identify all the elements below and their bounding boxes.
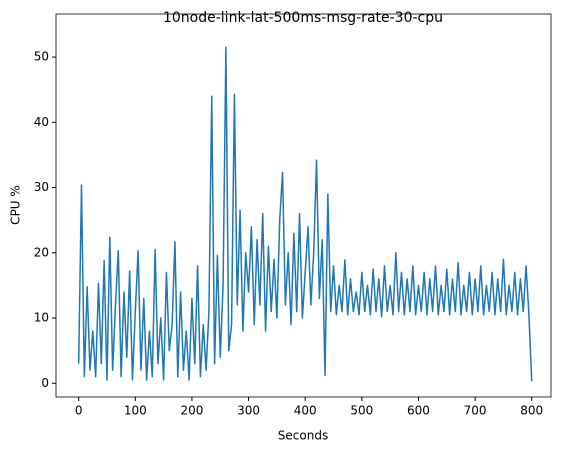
x-tick-label: 400: [294, 404, 317, 418]
x-tick-label: 300: [237, 404, 260, 418]
x-tick-label: 500: [350, 404, 373, 418]
x-tick-label: 600: [407, 404, 430, 418]
data-line: [77, 46, 533, 382]
x-tick-label: 800: [520, 404, 543, 418]
x-tick-label: 0: [75, 404, 83, 418]
plot-frame: [55, 13, 552, 398]
y-tick-label: 0: [41, 376, 49, 390]
x-tick-label: 200: [180, 404, 203, 418]
chart-title: 10node-link-lat-500ms-msg-rate-30-cpu: [163, 10, 443, 26]
y-tick-label: 10: [34, 311, 49, 325]
x-tick-label: 700: [464, 404, 487, 418]
y-tick-label: 30: [34, 180, 49, 194]
y-tick-label: 40: [34, 115, 49, 129]
x-tick-label: 100: [124, 404, 147, 418]
y-axis-label: CPU %: [9, 185, 23, 225]
y-tick-label: 20: [34, 245, 49, 259]
x-axis-label: Seconds: [278, 429, 328, 443]
y-tick-label: 50: [34, 50, 49, 64]
